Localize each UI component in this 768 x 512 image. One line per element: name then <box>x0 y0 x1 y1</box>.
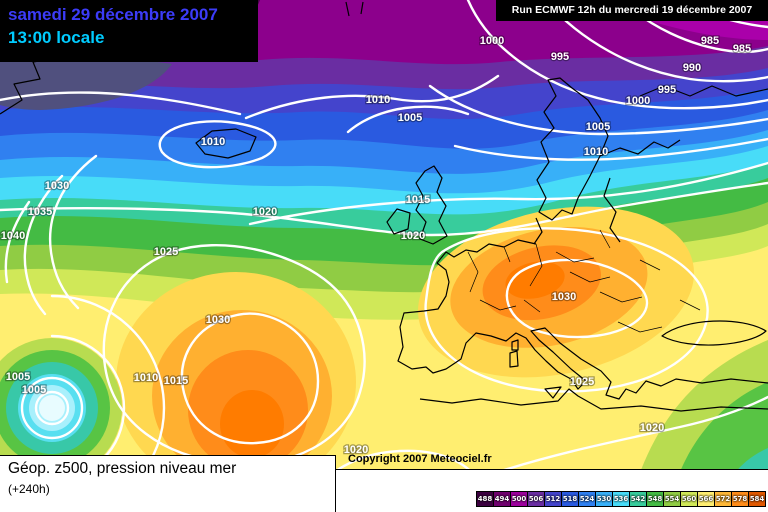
isobar-line <box>543 0 768 83</box>
colorbar-cell: 542 <box>629 491 647 507</box>
run-info-box: Run ECMWF 12h du mercredi 19 décembre 20… <box>496 0 768 21</box>
coastline-europe <box>397 239 768 400</box>
isobar-line <box>505 258 649 339</box>
isobar-label: 1035 <box>28 206 52 218</box>
isobar-line <box>0 181 768 237</box>
colorbar-cell: 512 <box>544 491 562 507</box>
colorbar-cell: 488 <box>476 491 494 507</box>
isobar-label: 1000 <box>626 95 650 107</box>
colorbar-cell: 584 <box>748 491 766 507</box>
isobar-label: 1020 <box>253 206 277 218</box>
colorbar-cell: 524 <box>578 491 596 507</box>
date-box: samedi 29 décembre 2007 13:00 locale <box>0 0 258 62</box>
colorbar-cell: 560 <box>680 491 698 507</box>
colorbar-cell: 500 <box>510 491 528 507</box>
isobar-line <box>4 200 31 284</box>
colorbar-cell: 536 <box>612 491 630 507</box>
isobar-line <box>34 390 70 426</box>
isobar-label: 1040 <box>1 230 25 242</box>
isobar-label: 1020 <box>344 444 368 456</box>
isobar-line <box>20 376 84 440</box>
colorbar-cell: 494 <box>493 491 511 507</box>
isobar-label: 1030 <box>206 314 230 326</box>
country-borders <box>467 229 701 333</box>
coastline-ireland <box>386 208 411 235</box>
coastline-arctic <box>345 1 768 97</box>
colorbar-cell: 530 <box>595 491 613 507</box>
isobar-line <box>424 227 709 393</box>
colorbar-cell: 548 <box>646 491 664 507</box>
colorbar-cell: 518 <box>561 491 579 507</box>
date-text: samedi 29 décembre 2007 <box>8 5 218 24</box>
isobar-label: 1015 <box>164 375 188 387</box>
isobar-line <box>244 74 500 120</box>
isobar-line <box>496 395 768 474</box>
isobar-label: 1005 <box>22 384 46 396</box>
isobar-line <box>453 137 768 161</box>
isobar-label: 1030 <box>552 291 576 303</box>
coastline-islands <box>509 339 562 399</box>
isobar-label: 1000 <box>480 35 504 47</box>
coastline-scandinavia <box>536 77 609 221</box>
isobar-label: 985 <box>733 43 751 55</box>
isobar-label: 1010 <box>584 146 608 158</box>
copyright-text: Copyright 2007 Meteociel.fr <box>348 453 492 465</box>
coastline-iceland <box>195 128 257 159</box>
isobar-labels: 1010101010051000995100099599098598510051… <box>0 34 752 458</box>
isobar-label: 1010 <box>134 372 158 384</box>
isobar-line <box>158 120 277 169</box>
isobar-line <box>23 174 64 316</box>
isobar-label: 1005 <box>398 112 422 124</box>
isobar-line <box>180 312 320 445</box>
isobar-line <box>0 91 242 116</box>
legend-title: Géop. z500, pression niveau mer <box>8 460 237 477</box>
colorbar: 488 494 500 506 512 518 524 530 536 542 548 554 560 5… <box>476 491 766 507</box>
colorbar-cell: 554 <box>663 491 681 507</box>
isobar-label: 1015 <box>406 194 430 206</box>
isobar-label: 995 <box>551 51 569 63</box>
isobar-label: 1030 <box>45 180 69 192</box>
legend-box: Géop. z500, pression niveau mer (+240h) <box>0 455 336 512</box>
isobar-label: 1005 <box>586 121 610 133</box>
coastline-blacksea <box>661 320 767 346</box>
isobar-label: 990 <box>683 62 701 74</box>
isobar-label: 1025 <box>154 246 178 258</box>
colorbar-cell: 578 <box>731 491 749 507</box>
isobar-label: 985 <box>701 35 719 47</box>
coastline-africa <box>419 388 768 412</box>
isobar-label: 1010 <box>366 94 390 106</box>
coastline-finland-baltic <box>533 139 681 245</box>
colorbar-cell: 506 <box>527 491 545 507</box>
isobar-line <box>248 161 768 226</box>
isobar-line <box>428 84 768 136</box>
local-time-text: 13:00 locale <box>8 28 105 47</box>
isobar-label: 1005 <box>6 371 30 383</box>
colorbar-cell: 572 <box>714 491 732 507</box>
isobar-label: 995 <box>658 84 676 96</box>
coastline-britain <box>415 165 448 245</box>
isobar-label: 1010 <box>201 136 225 148</box>
colorbar-cell: 566 <box>697 491 715 507</box>
isobar-label: 1020 <box>401 230 425 242</box>
isobar-label: 1020 <box>640 422 664 434</box>
isobar-line <box>48 154 98 310</box>
forecast-hour: (+240h) <box>8 482 50 496</box>
isobar-line <box>346 105 470 134</box>
isobar-label: 1025 <box>570 376 594 388</box>
isobar-line <box>466 0 768 110</box>
